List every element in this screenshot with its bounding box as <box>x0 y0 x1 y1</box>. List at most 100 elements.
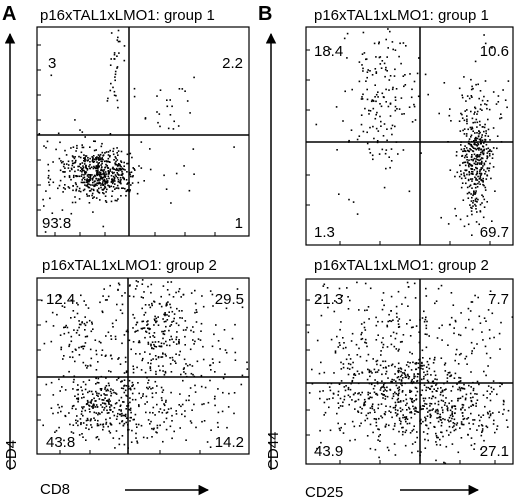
scatter-dot <box>110 404 112 406</box>
scatter-dot <box>348 368 351 370</box>
scatter-dot <box>476 172 478 175</box>
scatter-dot <box>490 150 493 153</box>
scatter-dot <box>491 157 494 159</box>
scatter-dot <box>135 353 137 355</box>
scatter-dot <box>115 163 118 166</box>
scatter-dot <box>357 392 359 395</box>
scatter-dot <box>147 327 149 330</box>
scatter-dot <box>67 160 70 163</box>
scatter-dot <box>92 197 94 199</box>
scatter-dot <box>123 391 126 394</box>
scatter-dot <box>55 429 58 432</box>
scatter-dot <box>76 397 78 400</box>
quadrant-top-left: 12.4 <box>46 291 75 308</box>
scatter-dot <box>465 182 467 185</box>
scatter-dot <box>171 420 173 422</box>
scatter-dot <box>368 113 370 115</box>
scatter-dot <box>162 353 164 355</box>
scatter-dot <box>503 408 505 411</box>
scatter-dot <box>128 339 131 342</box>
scatter-dot <box>421 349 424 352</box>
scatter-dot <box>361 391 363 394</box>
scatter-dot <box>451 443 454 445</box>
scatter-dot <box>478 315 481 318</box>
scatter-dot <box>164 372 167 374</box>
scatter-dot <box>469 428 471 430</box>
scatter-dot <box>470 95 473 97</box>
scatter-dot <box>329 48 332 50</box>
scatter-dot <box>461 182 464 184</box>
scatter-dot <box>489 357 492 359</box>
scatter-dot <box>161 399 163 402</box>
scatter-dot <box>480 103 482 106</box>
scatter-dot <box>381 386 383 388</box>
scatter-dot <box>427 363 430 366</box>
scatter-dot <box>386 390 388 392</box>
scatter-dot <box>420 451 422 453</box>
scatter-dot <box>128 408 130 411</box>
scatter-dot <box>121 167 124 170</box>
scatter-dot <box>59 218 61 220</box>
scatter-dot <box>351 379 354 382</box>
scatter-dot <box>372 387 375 390</box>
scatter-dot <box>111 179 114 182</box>
scatter-dot <box>99 199 101 201</box>
scatter-dot <box>70 178 72 181</box>
scatter-dot <box>466 192 469 195</box>
scatter-dot <box>403 373 406 375</box>
scatter-dot <box>111 190 114 192</box>
scatter-dot <box>59 295 61 298</box>
scatter-dot <box>351 420 354 423</box>
scatter-dot <box>466 118 468 121</box>
scatter-dot <box>468 185 471 188</box>
scatter-dot <box>150 359 153 361</box>
scatter-dot <box>164 313 167 316</box>
scatter-dot <box>59 169 62 172</box>
scatter-dot <box>79 156 82 159</box>
scatter-dot <box>485 143 488 146</box>
scatter-dot <box>137 382 139 384</box>
scatter-dot <box>485 425 488 427</box>
scatter-dot <box>104 397 106 399</box>
scatter-dot <box>457 399 459 402</box>
scatter-dot <box>150 388 152 390</box>
scatter-dot <box>453 429 456 432</box>
scatter-dot <box>160 386 163 389</box>
scatter-dot <box>69 356 71 358</box>
scatter-dot <box>389 102 392 105</box>
scatter-dot <box>84 342 87 344</box>
scatter-dot <box>151 387 154 389</box>
scatter-dot <box>72 432 75 434</box>
scatter-dot <box>110 424 113 426</box>
scatter-dot <box>52 394 55 396</box>
scatter-dot <box>93 196 95 198</box>
scatter-dot <box>98 187 100 190</box>
scatter-dot <box>395 414 398 417</box>
scatter-dot <box>138 392 140 395</box>
scatter-dot <box>477 198 479 201</box>
scatter-dot <box>394 401 397 404</box>
scatter-dot <box>106 412 109 414</box>
scatter-dot <box>375 127 378 130</box>
scatter-dot <box>102 399 105 401</box>
scatter-dot <box>482 414 485 416</box>
scatter-dot <box>385 405 387 407</box>
scatter-dot <box>184 372 187 375</box>
scatter-dot <box>116 379 118 381</box>
scatter-dot <box>480 179 482 181</box>
scatter-dot <box>398 55 400 58</box>
scatter-dot <box>364 419 366 422</box>
scatter-dot <box>231 337 234 340</box>
scatter-dot <box>354 400 356 403</box>
scatter-dot <box>96 436 99 438</box>
scatter-dot <box>80 166 82 169</box>
scatter-dot <box>100 173 103 176</box>
scatter-dot <box>365 58 367 61</box>
scatter-dot <box>404 376 407 378</box>
scatter-dot <box>409 73 411 75</box>
scatter-dot <box>93 165 95 168</box>
scatter-dot <box>86 193 88 195</box>
scatter-dot <box>111 171 113 173</box>
scatter-dot <box>97 157 99 159</box>
scatter-dot <box>147 285 149 288</box>
